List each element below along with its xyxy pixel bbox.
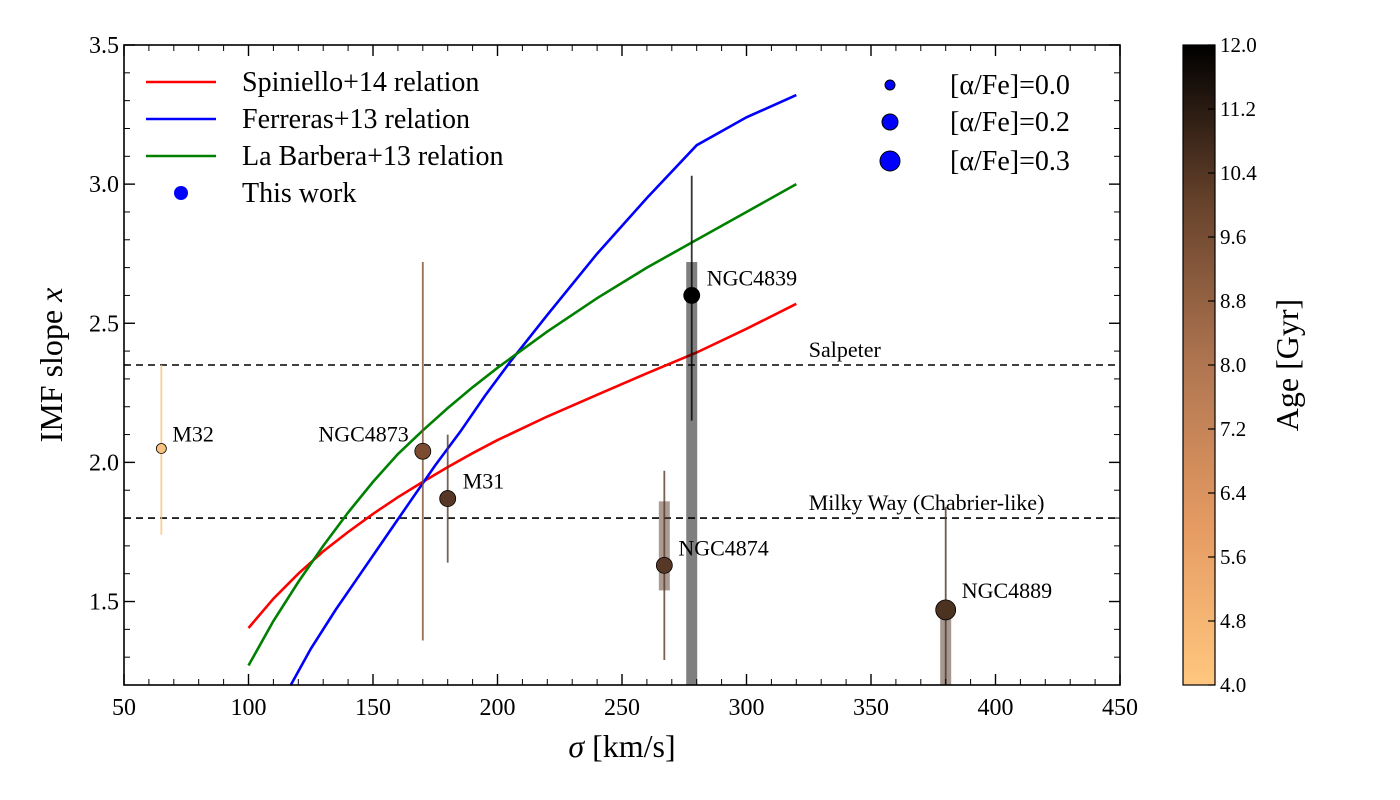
size-legend-label: [α/Fe]=0.2 [950,107,1070,138]
y-tick-label: 3.0 [89,172,119,198]
galaxy-label: NGC4839 [707,265,797,290]
colorbar-tick-label: 9.6 [1220,225,1246,249]
colorbar-tick-label: 6.4 [1220,481,1247,505]
colorbar-tick-label: 11.2 [1220,97,1256,121]
colorbar-tick-label: 4.8 [1220,609,1246,633]
colorbar-label: Age [Gyr] [1269,299,1305,431]
size-legend-label: [α/Fe]=0.3 [950,146,1070,177]
x-axis-unit: [km/s] [584,728,676,764]
axis-ticks: 50 100 150 200 250 300 350 400 450 1.5 2.0 2.5 3.0 3.… [89,33,1138,721]
colorbar-tick-label: 12.0 [1220,33,1257,57]
error-box [686,262,698,685]
galaxy-label: NGC4889 [962,578,1052,603]
y-tick-label: 1.5 [89,590,119,616]
x-tick-label: 150 [355,695,391,721]
reference-label: Salpeter [809,337,882,362]
x-tick-label: 300 [729,695,765,721]
y-axis-label: IMF slope x [33,288,69,443]
relation-curve [289,93,797,685]
galaxy-label: M31 [463,469,505,494]
alpha-fe-legend: [α/Fe]=0.0 [α/Fe]=0.2 [α/Fe]=0.3 [879,70,1070,177]
data-point [683,287,701,304]
galaxy-labels: M32 NGC4873 M31 NGC4874 NGC4839 NGC4889 [172,265,1052,602]
galaxy-label: NGC4873 [318,421,408,446]
x-tick-label: 50 [112,695,136,721]
reference-lines: Salpeter Milky Way (Chabrier-like) [124,337,1120,519]
x-tick-label: 200 [480,695,516,721]
x-tick-label: 250 [604,695,640,721]
y-axis-var: x [33,288,69,303]
colorbar-tick-label: 8.0 [1220,353,1246,377]
colorbar-tick-label: 10.4 [1220,161,1257,185]
x-tick-label: 450 [1102,695,1138,721]
data-point [155,443,167,454]
legend-line-label: Ferreras+13 relation [242,104,470,135]
data-point [935,599,957,621]
legend-point-label: This work [242,178,356,209]
size-legend-marker [879,150,901,172]
galaxy-label: M32 [172,421,214,446]
relation-curve [247,182,797,667]
colorbar-tick-label: 4.0 [1220,673,1246,697]
y-tick-label: 2.5 [89,311,119,337]
legend-point-swatch [174,186,188,200]
colorbar-tick-label: 7.2 [1220,417,1246,441]
data-point [414,442,432,460]
y-tick-label: 3.5 [89,33,119,59]
size-legend-marker [884,79,896,91]
colorbar-tick-label: 5.6 [1220,545,1246,569]
colorbar-tick-label: 8.8 [1220,289,1246,313]
reference-label: Milky Way (Chabrier-like) [809,490,1045,515]
legend-line-label: La Barbera+13 relation [242,141,503,172]
y-tick-label: 2.0 [89,450,119,476]
size-legend-marker [881,113,899,131]
line-legend: Spiniello+14 relation Ferreras+13 relatio… [146,67,503,209]
galaxy-points [155,175,957,685]
x-axis-label: σ [km/s] [568,728,675,764]
galaxy-label: NGC4874 [678,535,768,560]
y-axis-text: IMF slope [33,302,69,442]
data-point [439,490,457,507]
x-axis-symbol: σ [568,728,585,764]
x-tick-label: 350 [853,695,889,721]
colorbar-ticks: 4.0 4.8 5.6 6.4 7.2 8.0 8.8 9.6 10.4 11.2 12.0 [1208,33,1257,697]
data-point [655,556,673,574]
legend-line-label: Spiniello+14 relation [242,67,479,98]
x-tick-label: 100 [231,695,267,721]
x-tick-label: 400 [978,695,1014,721]
size-legend-label: [α/Fe]=0.0 [950,70,1070,101]
relation-curve [247,302,797,629]
